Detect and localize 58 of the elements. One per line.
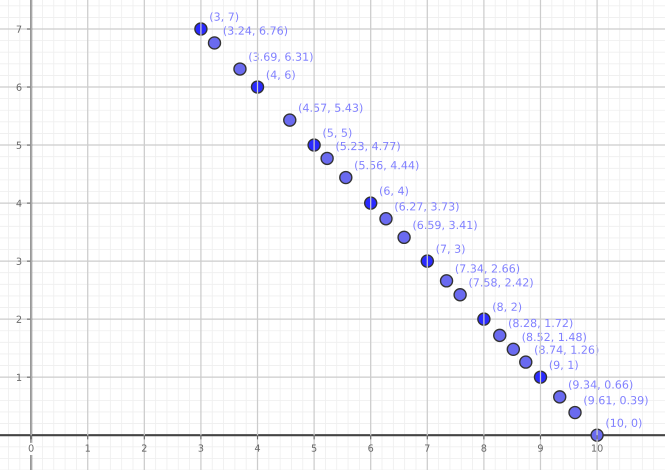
data-label: (4, 6) (266, 70, 295, 80)
data-label: (9.34, 0.66) (569, 380, 632, 390)
x-tick-label: 5 (312, 444, 316, 452)
data-label: (9.61, 0.39) (584, 396, 648, 406)
point (568, 406, 582, 420)
x-tick-label: 1 (86, 444, 90, 452)
y-tick-label: 3 (16, 258, 22, 265)
y-tick-label: 2 (16, 316, 22, 323)
point (553, 390, 566, 404)
x-tick-label: 7 (425, 444, 430, 452)
point (453, 288, 467, 302)
point (194, 22, 208, 36)
point (339, 170, 353, 184)
point (307, 138, 321, 152)
x-tick-label: 3 (198, 444, 204, 452)
data-label: (4.57, 5.43) (299, 103, 362, 114)
data-label: (7, 3) (436, 244, 465, 254)
point (233, 62, 247, 76)
point (208, 36, 222, 50)
point (379, 212, 393, 226)
y-tick-label: 5 (16, 142, 22, 149)
point (283, 113, 296, 127)
x-tick-label: 4 (254, 444, 260, 452)
y-tick-label: 4 (16, 200, 22, 207)
data-label: (6.59, 3.41) (413, 220, 477, 230)
data-label: (8, 2) (493, 302, 522, 312)
point (534, 370, 548, 384)
data-label: (3.24, 6.76) (224, 26, 288, 36)
data-label: (7.34, 2.66) (456, 264, 520, 274)
data-label: (5.23, 4.77) (336, 142, 400, 152)
point (397, 230, 411, 244)
data-label: (9, 1) (550, 360, 578, 370)
x-tick-label: 6 (368, 444, 374, 452)
point (519, 355, 532, 369)
data-label: (7.58, 2.42) (469, 278, 533, 288)
point (320, 152, 334, 166)
point (440, 274, 454, 288)
x-tick-label: 0 (28, 444, 34, 452)
point (506, 342, 520, 356)
x-tick-label: 2 (142, 444, 146, 452)
data-label: (6.27, 3.73) (395, 202, 459, 212)
data-label: (10, 0) (606, 418, 642, 428)
data-label: (6, 4) (380, 186, 408, 196)
x-tick-label: 9 (538, 444, 543, 452)
y-tick-label: 6 (16, 84, 22, 91)
x-tick-label: 10 (592, 444, 603, 452)
data-label: (5, 5) (323, 128, 352, 138)
data-label: (3, 7) (210, 12, 238, 22)
x-tick-label: 8 (481, 444, 486, 452)
point (250, 80, 264, 94)
point (493, 328, 506, 342)
data-label: (5.56, 4.44) (355, 160, 418, 171)
y-tick-label: 7 (16, 26, 22, 33)
data-label: (8.52, 1.48) (522, 332, 586, 342)
y-tick-label: 1 (16, 374, 22, 381)
data-label: (8.28, 1.72) (509, 318, 572, 329)
point (590, 428, 604, 442)
point (477, 312, 491, 326)
